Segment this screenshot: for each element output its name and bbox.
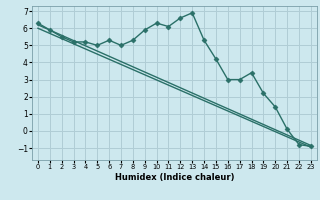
X-axis label: Humidex (Indice chaleur): Humidex (Indice chaleur) bbox=[115, 173, 234, 182]
